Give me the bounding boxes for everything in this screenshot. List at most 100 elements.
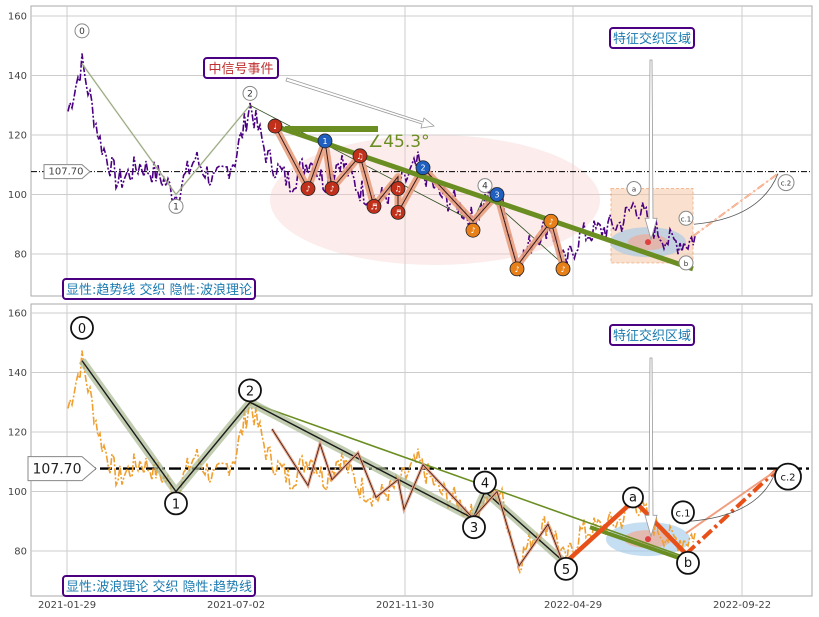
signal-marker [415, 160, 431, 176]
signal-marker-text: 2 [420, 164, 425, 173]
ref-label-text: 107.70 [49, 167, 84, 178]
signal-marker [390, 181, 406, 196]
feature-box-bottom [609, 324, 695, 346]
ref-label-box [27, 456, 97, 482]
y-tick-label: 140 [8, 368, 27, 379]
y-tick-label: 120 [8, 131, 27, 142]
y-tick-label: 160 [8, 12, 27, 23]
abc-label-text: c.2 [780, 473, 795, 484]
x-tick-label: 2022-09-22 [713, 600, 771, 611]
ref-label-box [43, 164, 91, 180]
ref-label-text: 107.70 [33, 462, 82, 478]
abc-label-circle [671, 500, 695, 525]
x-tick-label: 2021-11-30 [376, 600, 434, 611]
x-tick-label: 2021-07-02 [207, 600, 265, 611]
abc-label-circle [678, 210, 694, 226]
feature-box-top-text: 特征交织区域 [613, 31, 691, 47]
signal-marker [267, 118, 283, 134]
signal-marker-text: ♩ [273, 122, 277, 131]
wave-label-circle [554, 556, 578, 581]
signal-marker-text: 1 [322, 137, 327, 146]
projection-thin [692, 173, 779, 237]
y-tick-label: 120 [8, 428, 27, 439]
wave-label-circle [74, 23, 90, 39]
x-tick-label: 2022-04-29 [544, 600, 602, 611]
signal-marker-text: 3 [494, 191, 499, 200]
signal-marker-text: ♪ [560, 265, 565, 274]
abc-label-text: a [632, 186, 636, 194]
event-box [203, 57, 279, 79]
feature-arrow [644, 59, 658, 241]
wave-label-circle [242, 85, 258, 101]
feature-dot [645, 536, 651, 543]
feature-dot [645, 239, 651, 246]
abc-label-text: c.1 [681, 215, 692, 223]
sub-zigzag-core [271, 428, 564, 567]
wave-label-text: 5 [562, 563, 570, 578]
signal-marker-text: ♬ [394, 208, 401, 217]
y-tick-label: 80 [14, 250, 27, 261]
signal-marker-text: ♪ [548, 217, 553, 226]
abc-label-text: b [684, 260, 689, 268]
signal-marker-text: ♪ [514, 265, 519, 274]
signal-marker [324, 181, 340, 196]
signal-marker [390, 204, 406, 220]
signal-marker [352, 148, 368, 164]
wave-label-text: 0 [78, 322, 86, 337]
abc-label-circle [777, 174, 795, 192]
signal-marker [543, 213, 559, 229]
event-box-text: 中信号事件 [208, 62, 273, 77]
abc-label-text: c.1 [675, 508, 690, 519]
feature-arrow [644, 357, 658, 538]
wave-label-text: 4 [482, 182, 488, 192]
signal-marker [555, 261, 571, 277]
wave-label-circle [238, 378, 262, 403]
wave-label-text: 3 [470, 521, 478, 536]
signal-marker-text: ♫ [356, 152, 363, 161]
projection-line [684, 469, 778, 556]
signal-marker [317, 133, 333, 149]
wave-label-circle [168, 198, 184, 214]
wave-label-text: 1 [173, 202, 179, 212]
abc-label-text: a [629, 490, 637, 505]
y-tick-label: 80 [14, 547, 27, 558]
signal-marker-text: ♪ [470, 226, 475, 235]
wave-label-circle [477, 178, 493, 194]
abc-label-circle [622, 486, 644, 509]
signal-marker [489, 187, 505, 202]
wave-halo [81, 63, 251, 197]
feature-box-bottom-text: 特征交织区域 [613, 328, 691, 344]
signal-marker-text: ♪ [329, 185, 334, 194]
abc-label-text: b [684, 556, 692, 571]
wave-label-text: 4 [481, 477, 489, 492]
signal-marker-text: ♫ [394, 185, 401, 194]
abc-label-circle [676, 551, 700, 575]
wave-label-text: 1 [172, 497, 180, 512]
trend-thin-line [249, 401, 694, 561]
top-layer: 107.70 ∠45.3° ♩ ♪ 1 ♪ ♫ ♬ ♬ ♫ 2 ♪ 3 ♪ ♪ ♪ 0 1 2 4 a c.1 b c.2 中信… [31, 23, 812, 300]
y-tick-label: 160 [8, 309, 27, 320]
legend-box-bottom-text: 显性:波浪理论 交织 隐性:趋势线 [66, 579, 252, 595]
wave-label-text: 2 [246, 384, 254, 399]
wave-label-circle [70, 315, 94, 340]
wave-label-text: 0 [79, 27, 85, 37]
signal-marker-text: ♬ [370, 202, 377, 211]
signal-marker [366, 198, 382, 214]
trend-line [274, 123, 694, 272]
curve-arrow [693, 173, 779, 225]
abc-label-text: c.2 [781, 180, 792, 188]
signal-marker-text: ♪ [305, 185, 310, 194]
abc-label-circle [774, 462, 802, 491]
signal-marker [509, 261, 525, 277]
curve-arrow [689, 470, 777, 522]
wave-label-text: 2 [247, 89, 253, 99]
event-arrow [285, 77, 435, 129]
signal-marker [465, 222, 481, 238]
legend-box-top-text: 显性:趋势线 交织 隐性:波浪理论 [66, 282, 252, 298]
signal-marker [300, 181, 316, 196]
abc-label-circle [678, 255, 694, 271]
